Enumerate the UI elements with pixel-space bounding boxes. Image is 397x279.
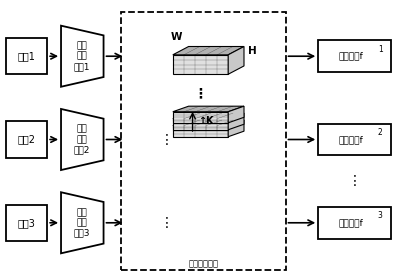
Text: ⋮: ⋮ xyxy=(160,133,174,146)
Text: 卷积
神经
网的3: 卷积 神经 网的3 xyxy=(73,208,90,238)
Bar xyxy=(318,207,391,239)
Bar xyxy=(6,38,47,74)
Polygon shape xyxy=(173,119,228,130)
Bar xyxy=(6,205,47,241)
Text: H: H xyxy=(248,46,257,56)
Polygon shape xyxy=(173,47,244,55)
Text: 卷积
神经
网的1: 卷积 神经 网的1 xyxy=(73,41,90,71)
Polygon shape xyxy=(173,120,244,126)
Text: ⋮: ⋮ xyxy=(160,216,174,230)
Polygon shape xyxy=(61,192,104,253)
Polygon shape xyxy=(228,106,244,123)
Polygon shape xyxy=(61,109,104,170)
Text: W: W xyxy=(171,32,183,42)
Text: 特征向量f: 特征向量f xyxy=(338,52,363,61)
Text: 1: 1 xyxy=(378,45,382,54)
Bar xyxy=(6,121,47,158)
Text: 卷积
神经
网的2: 卷积 神经 网的2 xyxy=(73,125,90,154)
Text: ⋮: ⋮ xyxy=(194,87,207,101)
Bar xyxy=(318,124,391,155)
Polygon shape xyxy=(173,126,228,137)
Text: 2: 2 xyxy=(378,128,382,137)
Polygon shape xyxy=(61,26,104,87)
Text: 特征向量f: 特征向量f xyxy=(338,135,363,144)
Text: 图傃2: 图傃2 xyxy=(17,134,35,145)
Text: 图傃3: 图傃3 xyxy=(17,218,35,228)
Polygon shape xyxy=(228,47,244,74)
Text: 图傃1: 图傃1 xyxy=(17,51,35,61)
Polygon shape xyxy=(173,55,228,74)
Text: 3: 3 xyxy=(378,211,383,220)
Text: 图像特征构建: 图像特征构建 xyxy=(189,259,218,269)
Polygon shape xyxy=(173,106,244,112)
Text: ⋮: ⋮ xyxy=(348,174,362,188)
Bar xyxy=(318,40,391,72)
Text: 特征向量f: 特征向量f xyxy=(338,218,363,227)
Text: ↑K: ↑K xyxy=(198,116,214,126)
Polygon shape xyxy=(173,113,244,119)
Bar xyxy=(121,12,285,270)
Polygon shape xyxy=(228,113,244,130)
Polygon shape xyxy=(228,120,244,137)
Polygon shape xyxy=(173,112,228,123)
